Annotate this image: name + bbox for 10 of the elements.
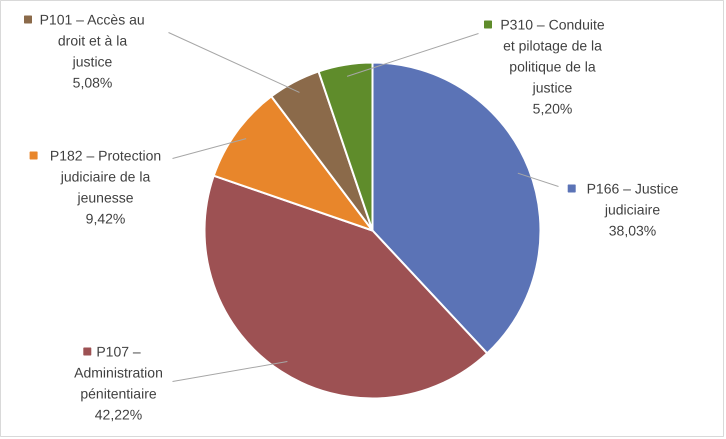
legend-label: P166 – Justice judiciaire	[586, 180, 679, 218]
data-label: 9,42%	[86, 210, 126, 226]
data-label: 5,20%	[532, 100, 572, 116]
legend-label: P101 – Accès au droit et à la justice	[40, 12, 145, 70]
data-label: 42,22%	[94, 406, 142, 422]
data-label: 5,08%	[72, 74, 112, 90]
legend-label: P182 – Protection judiciaire de la jeunesse	[50, 148, 162, 206]
data-label: 38,03%	[608, 222, 656, 238]
legend-label: P107 – Administration pénitentiaire	[74, 344, 163, 402]
legend-label: P310 – Conduite et pilotage de la politique de la justice	[500, 16, 605, 96]
